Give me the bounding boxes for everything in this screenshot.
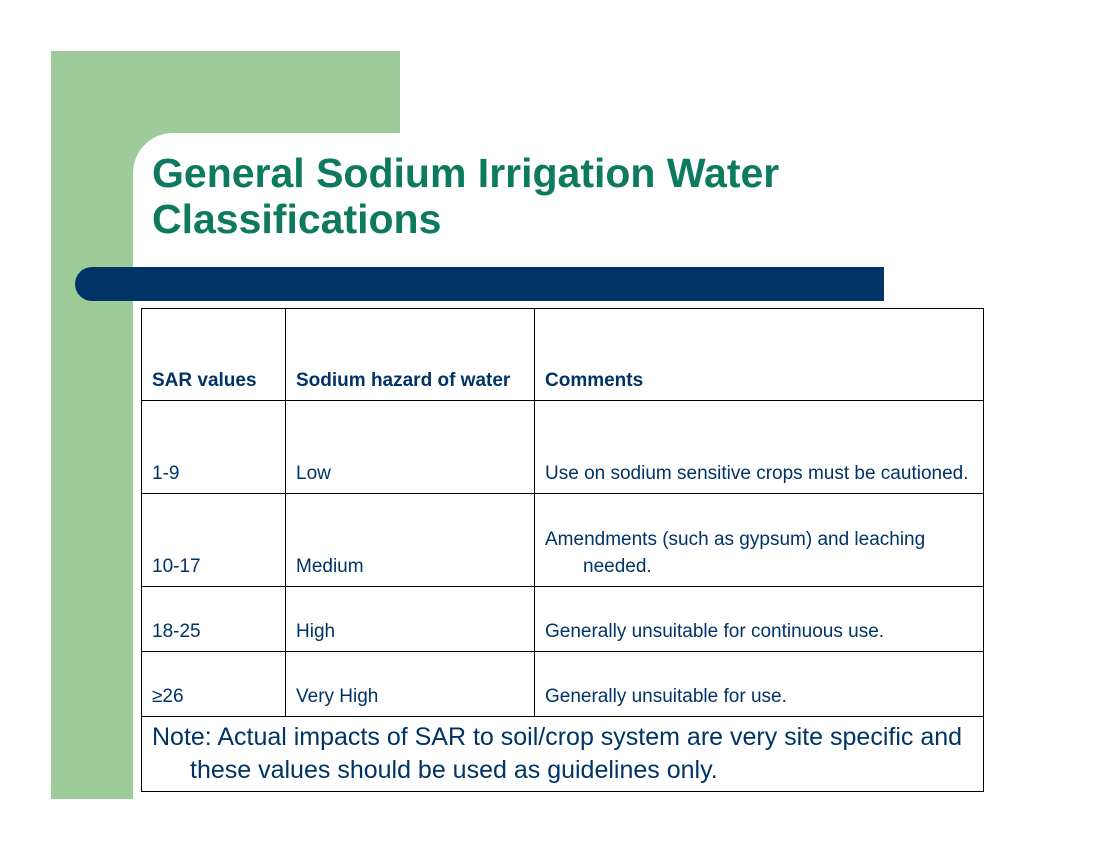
cell-sar: 10-17 — [141, 493, 286, 587]
cell-sar: 18-25 — [141, 586, 286, 652]
table-header-row: SAR values Sodium hazard of water Commen… — [141, 308, 984, 401]
note-row: Note: Actual impacts of SAR to soil/crop… — [141, 716, 984, 792]
cell-hazard: Very High — [285, 651, 535, 717]
cell-comment: Use on sodium sensitive crops must be ca… — [534, 400, 984, 494]
header-sar-values: SAR values — [141, 308, 286, 401]
cell-hazard: High — [285, 586, 535, 652]
cell-hazard: Medium — [285, 493, 535, 587]
cell-hazard: Low — [285, 400, 535, 494]
header-sodium-hazard: Sodium hazard of water — [285, 308, 535, 401]
table-note: Note: Actual impacts of SAR to soil/crop… — [141, 716, 984, 792]
slide-title: General Sodium Irrigation Water Classifi… — [152, 150, 780, 242]
table-row: 18-25 High Generally unsuitable for cont… — [141, 586, 984, 652]
table-row: 1-9 Low Use on sodium sensitive crops mu… — [141, 400, 984, 494]
cell-sar: 1-9 — [141, 400, 286, 494]
sar-classification-table: SAR values Sodium hazard of water Commen… — [141, 308, 984, 792]
table-row: ≥26 Very High Generally unsuitable for u… — [141, 651, 984, 717]
title-divider-bar — [75, 267, 884, 301]
cell-comment: Amendments (such as gypsum) and leaching… — [534, 493, 984, 587]
cell-comment: Generally unsuitable for continuous use. — [534, 586, 984, 652]
cell-comment: Generally unsuitable for use. — [534, 651, 984, 717]
table-row: 10-17 Medium Amendments (such as gypsum)… — [141, 493, 984, 587]
cell-sar: ≥26 — [141, 651, 286, 717]
header-comments: Comments — [534, 308, 984, 401]
